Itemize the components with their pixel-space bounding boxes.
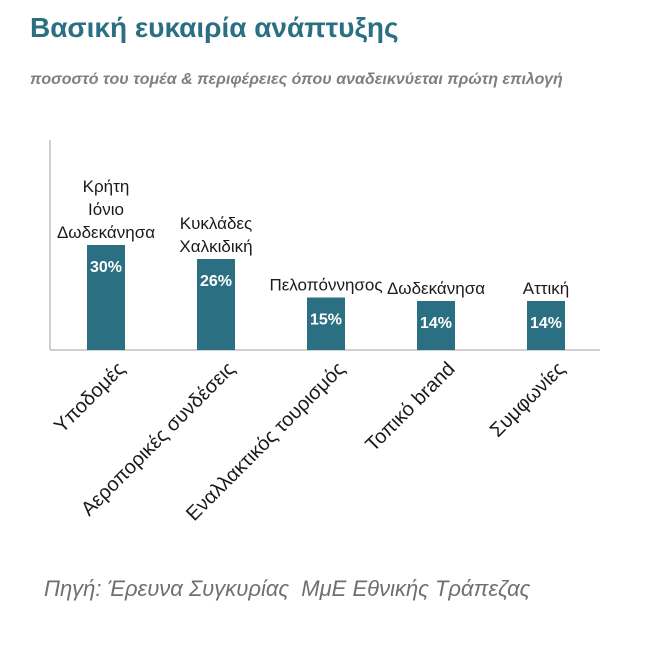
- data-label-2: 26%: [200, 273, 232, 290]
- source-note: Πηγή: Έρευνα Συγκυρίας ΜμΕ Εθνικής Τράπε…: [44, 576, 531, 601]
- data-label-5: 14%: [530, 315, 562, 332]
- bar-4: [417, 301, 455, 350]
- chart-subtitle: ποσοστό του τομέα & περιφέρειες όπου ανα…: [30, 71, 563, 88]
- data-label-4: 14%: [420, 315, 452, 332]
- bar-3: [307, 297, 345, 350]
- category-label-5: Συμφωνίες: [486, 358, 570, 442]
- region-label: Δωδεκάνησα: [57, 223, 155, 242]
- region-label: Ιόνιο: [88, 200, 124, 219]
- category-label-4: Τοπικό brand: [361, 358, 459, 456]
- region-label: Κυκλάδες: [180, 214, 252, 233]
- bar-1: [87, 245, 125, 350]
- bar-2: [197, 259, 235, 350]
- data-label-3: 15%: [310, 312, 342, 329]
- region-label: Κρήτη: [83, 177, 130, 196]
- region-label: Χαλκιδική: [179, 237, 252, 256]
- region-label: Δωδεκάνησα: [387, 279, 485, 298]
- data-label-1: 30%: [90, 259, 122, 276]
- region-label: Πελοπόννησος: [269, 276, 382, 295]
- category-label-1: Υποδομές: [50, 358, 130, 438]
- bar-chart: 30% Κρήτη Ιόνιο Δωδεκάνησα Υποδομές 26% Κυκλάδ…: [49, 140, 600, 525]
- chart-title: Βασική ευκαιρία ανάπτυξης: [30, 12, 399, 43]
- bar-5: [527, 301, 565, 350]
- region-label: Αττική: [523, 279, 570, 298]
